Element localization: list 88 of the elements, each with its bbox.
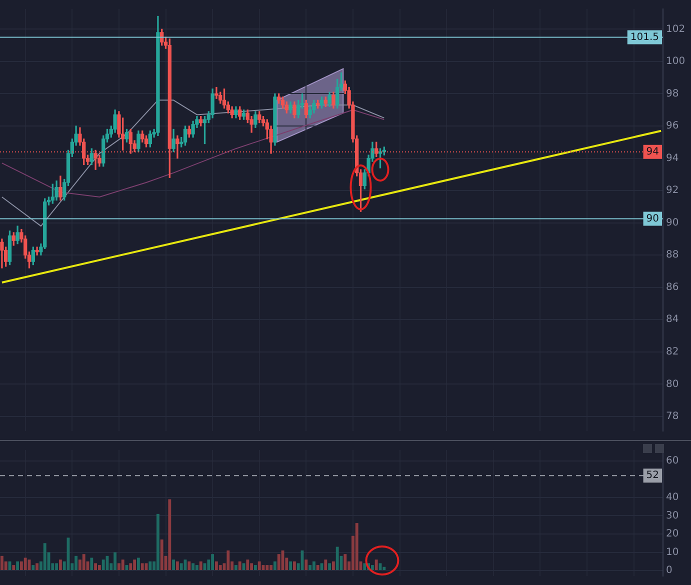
bar — [258, 561, 261, 570]
bar — [344, 554, 347, 570]
y-tick-label: 84 — [666, 314, 679, 326]
y-tick-label: 98 — [666, 88, 679, 100]
bar — [136, 558, 140, 570]
bar — [250, 563, 254, 570]
bar — [58, 560, 62, 570]
y-tick-label: 78 — [666, 411, 679, 422]
bar — [129, 563, 132, 570]
bar — [270, 565, 273, 570]
bar — [12, 565, 16, 570]
bar — [140, 563, 144, 570]
bar — [43, 543, 46, 570]
bar — [226, 550, 230, 570]
bar — [0, 556, 4, 570]
bar — [102, 560, 105, 570]
bar — [289, 561, 292, 570]
bar — [254, 565, 257, 570]
y-tick-label: 100 — [666, 56, 686, 68]
bar — [363, 563, 366, 570]
bar — [117, 563, 120, 570]
bar — [316, 565, 320, 570]
bar — [304, 560, 308, 570]
y-tick-label: 92 — [666, 185, 679, 196]
y-tick-label: 80 — [666, 378, 679, 390]
bar — [218, 565, 222, 570]
bar — [277, 554, 280, 570]
bar — [180, 563, 183, 570]
y-tick-label: 102 — [666, 24, 686, 35]
bar — [114, 552, 117, 570]
bar — [160, 539, 164, 570]
bar — [336, 546, 339, 570]
bar — [214, 561, 218, 570]
bar — [382, 566, 386, 570]
bar — [332, 561, 335, 570]
y-tick-label: 0 — [666, 565, 672, 576]
bar — [199, 561, 202, 570]
y-tick-label: 94 — [666, 152, 679, 164]
bar — [98, 565, 101, 570]
bar — [16, 561, 20, 570]
bar — [328, 563, 332, 570]
bar — [374, 560, 378, 570]
ref-line-label: 52 — [646, 470, 660, 482]
bar — [36, 563, 39, 570]
y-tick-label: 10 — [666, 546, 679, 558]
bar — [195, 565, 198, 570]
bar — [82, 554, 86, 570]
bar — [148, 561, 152, 570]
bar — [292, 561, 296, 570]
bar — [211, 554, 214, 570]
y-tick-label: 30 — [666, 510, 679, 522]
bar — [74, 556, 78, 570]
bar — [168, 499, 172, 570]
bar — [172, 560, 176, 570]
y-tick-label: 90 — [666, 217, 679, 228]
y-tick-label: 86 — [666, 282, 679, 293]
bar — [192, 563, 195, 570]
bar — [24, 558, 27, 570]
y-tick-label: 60 — [666, 456, 679, 467]
bar — [324, 560, 328, 570]
bar — [273, 561, 276, 570]
candlestick — [35, 246, 39, 256]
bar — [176, 561, 179, 570]
bar — [312, 561, 316, 570]
bar — [20, 561, 23, 570]
y-tick-label: 82 — [666, 346, 679, 358]
bar — [355, 523, 358, 570]
ref-line-label: 94 — [646, 146, 660, 158]
bar — [266, 565, 269, 570]
bar — [246, 560, 250, 570]
y-tick-label: 88 — [666, 250, 679, 261]
bar — [156, 514, 160, 570]
ref-line-label: 90 — [646, 213, 660, 224]
ref-line-label: 101.5 — [630, 32, 660, 43]
bar — [90, 558, 94, 570]
bar — [238, 561, 242, 570]
bar — [55, 563, 58, 570]
bar — [234, 565, 238, 570]
y-tick-label: 40 — [666, 492, 679, 504]
y-tick-label: 20 — [666, 528, 679, 540]
bar — [121, 560, 124, 570]
bar — [308, 565, 312, 570]
bar — [94, 563, 98, 570]
bar — [370, 565, 374, 570]
y-tick-label: 96 — [666, 120, 679, 132]
bar — [188, 561, 191, 570]
bar — [32, 565, 35, 570]
bar — [133, 560, 136, 570]
